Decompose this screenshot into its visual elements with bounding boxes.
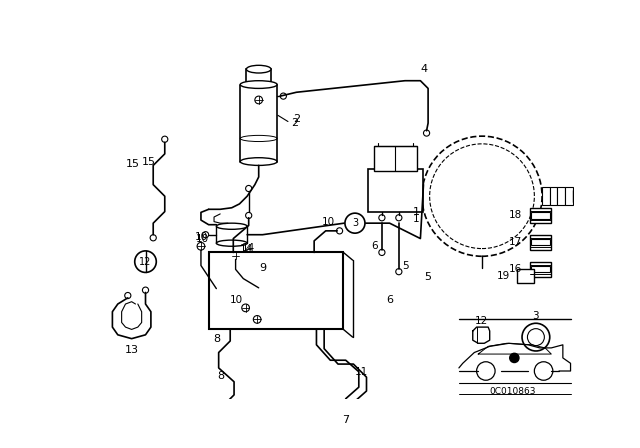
Text: 5: 5 xyxy=(402,260,408,271)
Bar xyxy=(531,239,550,246)
Text: 10: 10 xyxy=(196,233,209,244)
Circle shape xyxy=(379,215,385,221)
Text: 2: 2 xyxy=(291,118,298,128)
Bar xyxy=(531,212,550,219)
Bar xyxy=(368,169,424,211)
Text: 6: 6 xyxy=(371,241,378,251)
Ellipse shape xyxy=(240,135,277,142)
Circle shape xyxy=(424,130,429,136)
Circle shape xyxy=(379,250,385,255)
Circle shape xyxy=(232,252,239,259)
Text: 10: 10 xyxy=(195,232,208,242)
Text: 8: 8 xyxy=(212,334,220,344)
Circle shape xyxy=(143,287,148,293)
Bar xyxy=(530,262,551,277)
Text: 16: 16 xyxy=(509,264,522,274)
Text: 3: 3 xyxy=(532,310,540,321)
Bar xyxy=(542,187,550,206)
Ellipse shape xyxy=(216,240,247,246)
Text: 4: 4 xyxy=(420,64,428,74)
Text: 15: 15 xyxy=(141,156,156,167)
Circle shape xyxy=(150,235,156,241)
Circle shape xyxy=(255,96,262,104)
Ellipse shape xyxy=(246,65,271,73)
Text: 0C010863: 0C010863 xyxy=(490,387,536,396)
Circle shape xyxy=(342,409,349,416)
Text: 8: 8 xyxy=(217,370,224,381)
Bar xyxy=(557,187,565,206)
Circle shape xyxy=(135,251,156,272)
Circle shape xyxy=(337,228,342,234)
Circle shape xyxy=(345,213,365,233)
Ellipse shape xyxy=(240,81,277,88)
Bar xyxy=(550,187,557,206)
Circle shape xyxy=(350,415,356,421)
Bar xyxy=(209,252,344,329)
Text: 18: 18 xyxy=(509,211,522,220)
Circle shape xyxy=(162,136,168,142)
Text: 5: 5 xyxy=(424,272,431,282)
Text: 14: 14 xyxy=(239,244,253,254)
Text: 19: 19 xyxy=(497,271,511,281)
Circle shape xyxy=(522,323,550,351)
Bar xyxy=(531,266,550,272)
Text: 10: 10 xyxy=(230,295,243,305)
Text: 1: 1 xyxy=(413,207,420,217)
Text: 15: 15 xyxy=(125,159,140,169)
Circle shape xyxy=(202,232,209,238)
Circle shape xyxy=(477,362,495,380)
Ellipse shape xyxy=(240,158,277,165)
Bar xyxy=(565,187,573,206)
Circle shape xyxy=(396,215,402,221)
Circle shape xyxy=(280,93,287,99)
Circle shape xyxy=(246,212,252,219)
Bar xyxy=(516,269,534,283)
Text: 11: 11 xyxy=(355,367,368,377)
Ellipse shape xyxy=(216,223,247,229)
Circle shape xyxy=(242,304,250,312)
Bar xyxy=(530,208,551,223)
Text: 14: 14 xyxy=(242,243,255,253)
Text: 12: 12 xyxy=(140,257,152,267)
Text: 7: 7 xyxy=(342,415,349,425)
Bar xyxy=(246,69,271,85)
Circle shape xyxy=(509,353,519,362)
Text: 10: 10 xyxy=(321,217,335,227)
Bar xyxy=(374,146,417,171)
Bar xyxy=(573,190,582,202)
Circle shape xyxy=(580,190,584,195)
Circle shape xyxy=(125,293,131,299)
Text: 12: 12 xyxy=(475,316,488,326)
Text: 3: 3 xyxy=(352,218,358,228)
Circle shape xyxy=(527,329,545,345)
Bar xyxy=(530,235,551,250)
Text: 9: 9 xyxy=(259,263,266,273)
Circle shape xyxy=(534,362,553,380)
Text: 6: 6 xyxy=(386,295,393,305)
Circle shape xyxy=(253,315,261,323)
Circle shape xyxy=(246,185,252,192)
Text: 2: 2 xyxy=(293,114,300,124)
Circle shape xyxy=(396,269,402,275)
Text: 1: 1 xyxy=(413,214,419,224)
Circle shape xyxy=(197,242,205,250)
Text: 13: 13 xyxy=(125,345,139,355)
Text: 17: 17 xyxy=(509,237,522,247)
